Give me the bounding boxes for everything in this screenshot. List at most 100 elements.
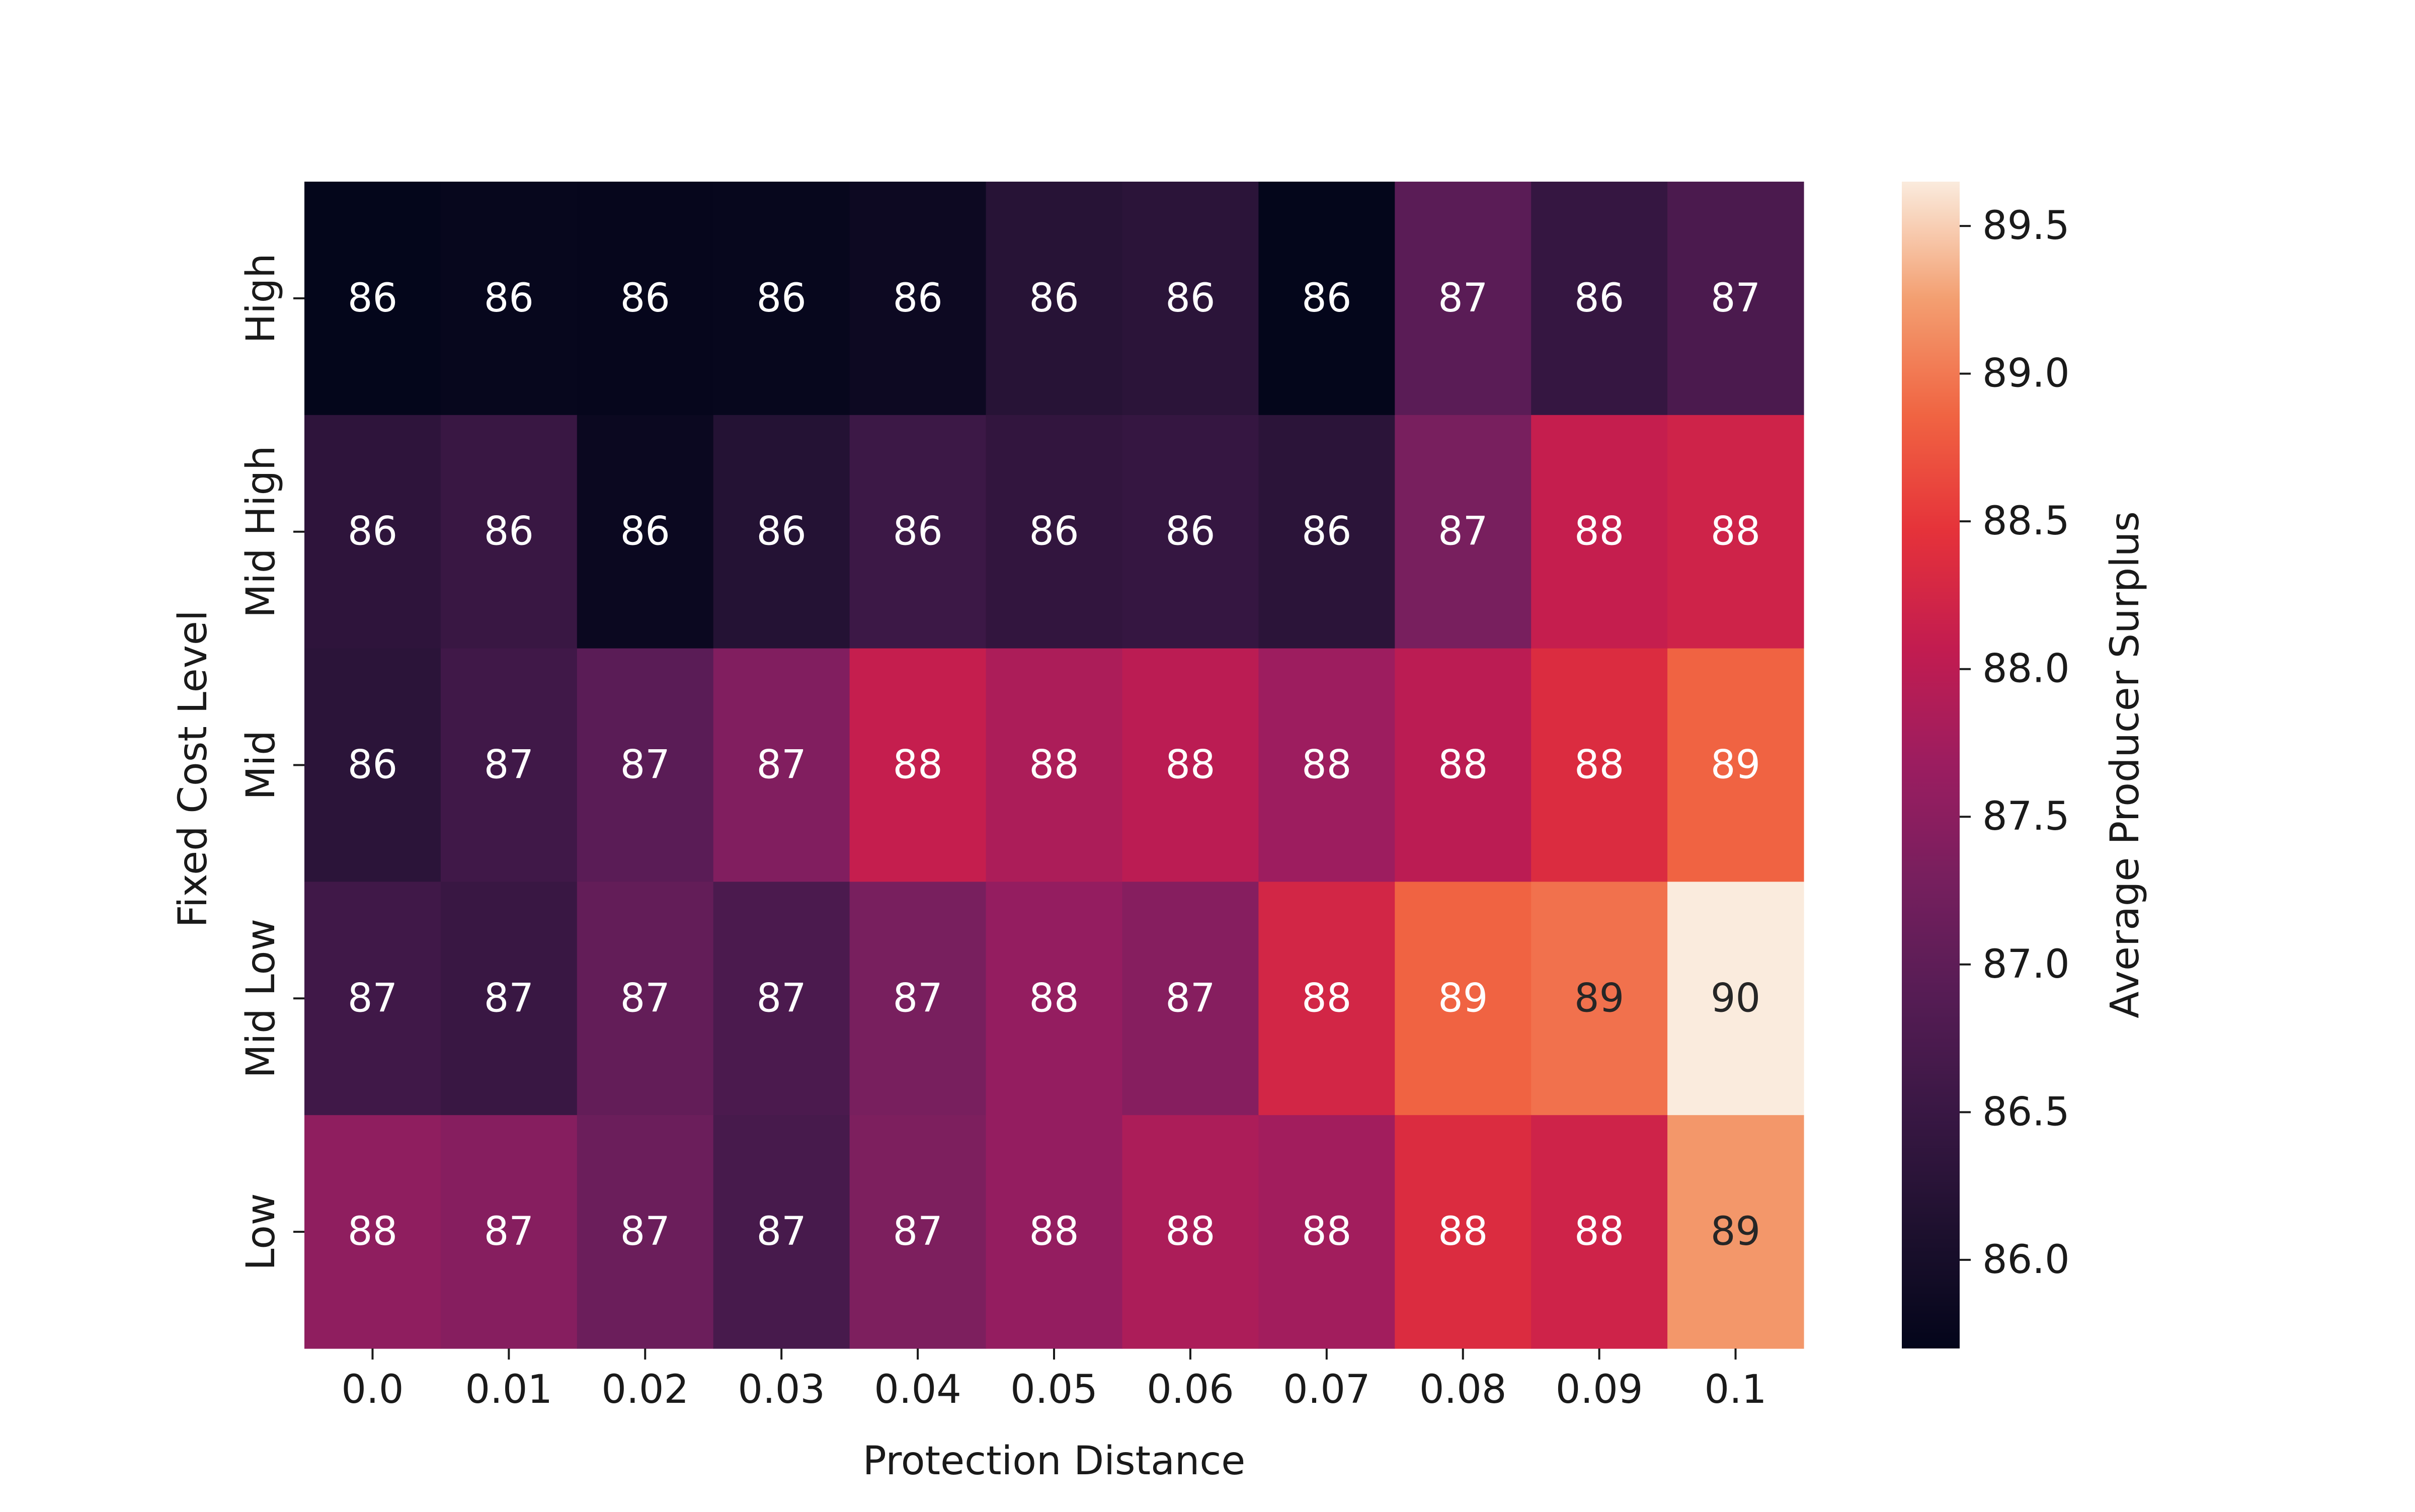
heatmap-cell xyxy=(577,1115,714,1349)
x-tick-label: 0.08 xyxy=(1419,1367,1507,1412)
heatmap-cell xyxy=(577,182,714,416)
heatmap-cell xyxy=(577,648,714,882)
cell-annotation: 88 xyxy=(1029,743,1079,788)
colorbar-tick-label: 88.0 xyxy=(1982,647,2070,692)
cell-annotation: 86 xyxy=(893,276,942,321)
heatmap-cell xyxy=(986,648,1123,882)
y-axis: High Mid High Mid Mid Low Low xyxy=(238,253,304,1270)
heatmap-cell xyxy=(1395,882,1532,1116)
colorbar xyxy=(1902,182,1960,1348)
heatmap-cell xyxy=(1122,648,1259,882)
cell-annotation: 87 xyxy=(484,743,534,788)
cell-annotation: 86 xyxy=(757,276,807,321)
cell-annotation: 87 xyxy=(620,976,670,1021)
colorbar-tick-label: 88.5 xyxy=(1982,499,2070,544)
heatmap-cell xyxy=(986,882,1123,1116)
heatmap-cell xyxy=(849,882,987,1116)
cell-annotation: 87 xyxy=(757,976,807,1021)
cell-annotation: 88 xyxy=(1574,509,1624,554)
cell-annotation: 86 xyxy=(348,276,397,321)
heatmap-cell xyxy=(1258,182,1395,416)
colorbar-tick-label: 87.5 xyxy=(1982,794,2070,839)
heatmap-cell xyxy=(713,182,850,416)
cell-annotation: 86 xyxy=(620,509,670,554)
cell-annotation: 87 xyxy=(1438,276,1488,321)
colorbar-ticks: 86.0 86.5 87.0 87.5 88.0 88.5 89.0 89.5 xyxy=(1960,203,2070,1283)
heatmap-cell xyxy=(986,415,1123,649)
colorbar-label: Average Producer Surplus xyxy=(2103,511,2148,1018)
heatmap-cell xyxy=(304,1115,441,1349)
heatmap-cell xyxy=(440,1115,578,1349)
cell-annotation: 89 xyxy=(1711,1209,1760,1254)
colorbar-tick-label: 89.5 xyxy=(1982,203,2070,249)
cell-annotation: 86 xyxy=(348,509,397,554)
cell-annotation: 90 xyxy=(1711,976,1760,1021)
x-tick-label: 0.06 xyxy=(1147,1367,1234,1412)
heatmap-cell xyxy=(986,182,1123,416)
heatmap-cell xyxy=(577,882,714,1116)
heatmap-annotations: 86 86 86 86 86 86 86 86 87 86 87 86 86 86 86 86 86 86 86 87… xyxy=(348,276,1760,1254)
heatmap-cell xyxy=(1395,415,1532,649)
x-tick-label: 0.1 xyxy=(1705,1367,1767,1412)
heatmap-cell xyxy=(1122,415,1259,649)
y-axis-label: Fixed Cost Level xyxy=(171,610,216,927)
heatmap-cell xyxy=(1531,648,1668,882)
cell-annotation: 89 xyxy=(1711,743,1760,788)
heatmap-cell xyxy=(713,1115,850,1349)
cell-annotation: 88 xyxy=(1029,976,1079,1021)
cell-annotation: 86 xyxy=(1302,276,1351,321)
heatmap-cell xyxy=(1667,882,1804,1116)
x-axis: 0.0 0.01 0.02 0.03 0.04 0.05 0.06 0.07 0.08 0.09 0… xyxy=(341,1348,1767,1412)
cell-annotation: 86 xyxy=(620,276,670,321)
heatmap-cell xyxy=(1122,882,1259,1116)
heatmap-cell xyxy=(849,415,987,649)
heatmap-cell xyxy=(1258,415,1395,649)
heatmap-cell xyxy=(1531,882,1668,1116)
x-axis-label: Protection Distance xyxy=(863,1439,1245,1484)
heatmap-cell xyxy=(1667,415,1804,649)
cell-annotation: 87 xyxy=(484,1209,534,1254)
cell-annotation: 88 xyxy=(1302,976,1351,1021)
cell-annotation: 88 xyxy=(1165,1209,1215,1254)
x-tick-label: 0.04 xyxy=(874,1367,961,1412)
cell-annotation: 88 xyxy=(1302,1209,1351,1254)
heatmap-cell xyxy=(304,882,441,1116)
x-tick-label: 0.0 xyxy=(341,1367,404,1412)
cell-annotation: 88 xyxy=(348,1209,397,1254)
y-tick-label: Mid xyxy=(238,730,284,800)
x-tick-label: 0.02 xyxy=(601,1367,689,1412)
colorbar-tick-label: 87.0 xyxy=(1982,942,2070,987)
cell-annotation: 86 xyxy=(1302,509,1351,554)
heatmap-cell xyxy=(713,415,850,649)
cell-annotation: 88 xyxy=(1574,1209,1624,1254)
heatmap-cell xyxy=(304,648,441,882)
y-tick-label: High xyxy=(238,253,284,343)
cell-annotation: 87 xyxy=(1165,976,1215,1021)
cell-annotation: 87 xyxy=(757,743,807,788)
cell-annotation: 88 xyxy=(1029,1209,1079,1254)
y-tick-label: Mid High xyxy=(238,445,284,618)
cell-annotation: 86 xyxy=(1574,276,1624,321)
heatmap-cell xyxy=(440,415,578,649)
heatmap-cell xyxy=(440,648,578,882)
cell-annotation: 86 xyxy=(484,509,534,554)
colorbar-tick-label: 86.0 xyxy=(1982,1237,2070,1283)
cell-annotation: 89 xyxy=(1438,976,1488,1021)
cell-annotation: 88 xyxy=(1302,743,1351,788)
x-tick-label: 0.03 xyxy=(738,1367,825,1412)
cell-annotation: 86 xyxy=(1165,509,1215,554)
y-tick-label: Low xyxy=(238,1193,284,1270)
heatmap-cell xyxy=(1258,882,1395,1116)
x-tick-label: 0.05 xyxy=(1010,1367,1098,1412)
cell-annotation: 86 xyxy=(348,743,397,788)
cell-annotation: 86 xyxy=(1029,509,1079,554)
heatmap-cell xyxy=(986,1115,1123,1349)
cell-annotation: 87 xyxy=(893,1209,942,1254)
heatmap-cell xyxy=(1667,648,1804,882)
heatmap-cell xyxy=(849,1115,987,1349)
heatmap-cell xyxy=(1667,1115,1804,1349)
cell-annotation: 86 xyxy=(1029,276,1079,321)
cell-annotation: 87 xyxy=(620,1209,670,1254)
